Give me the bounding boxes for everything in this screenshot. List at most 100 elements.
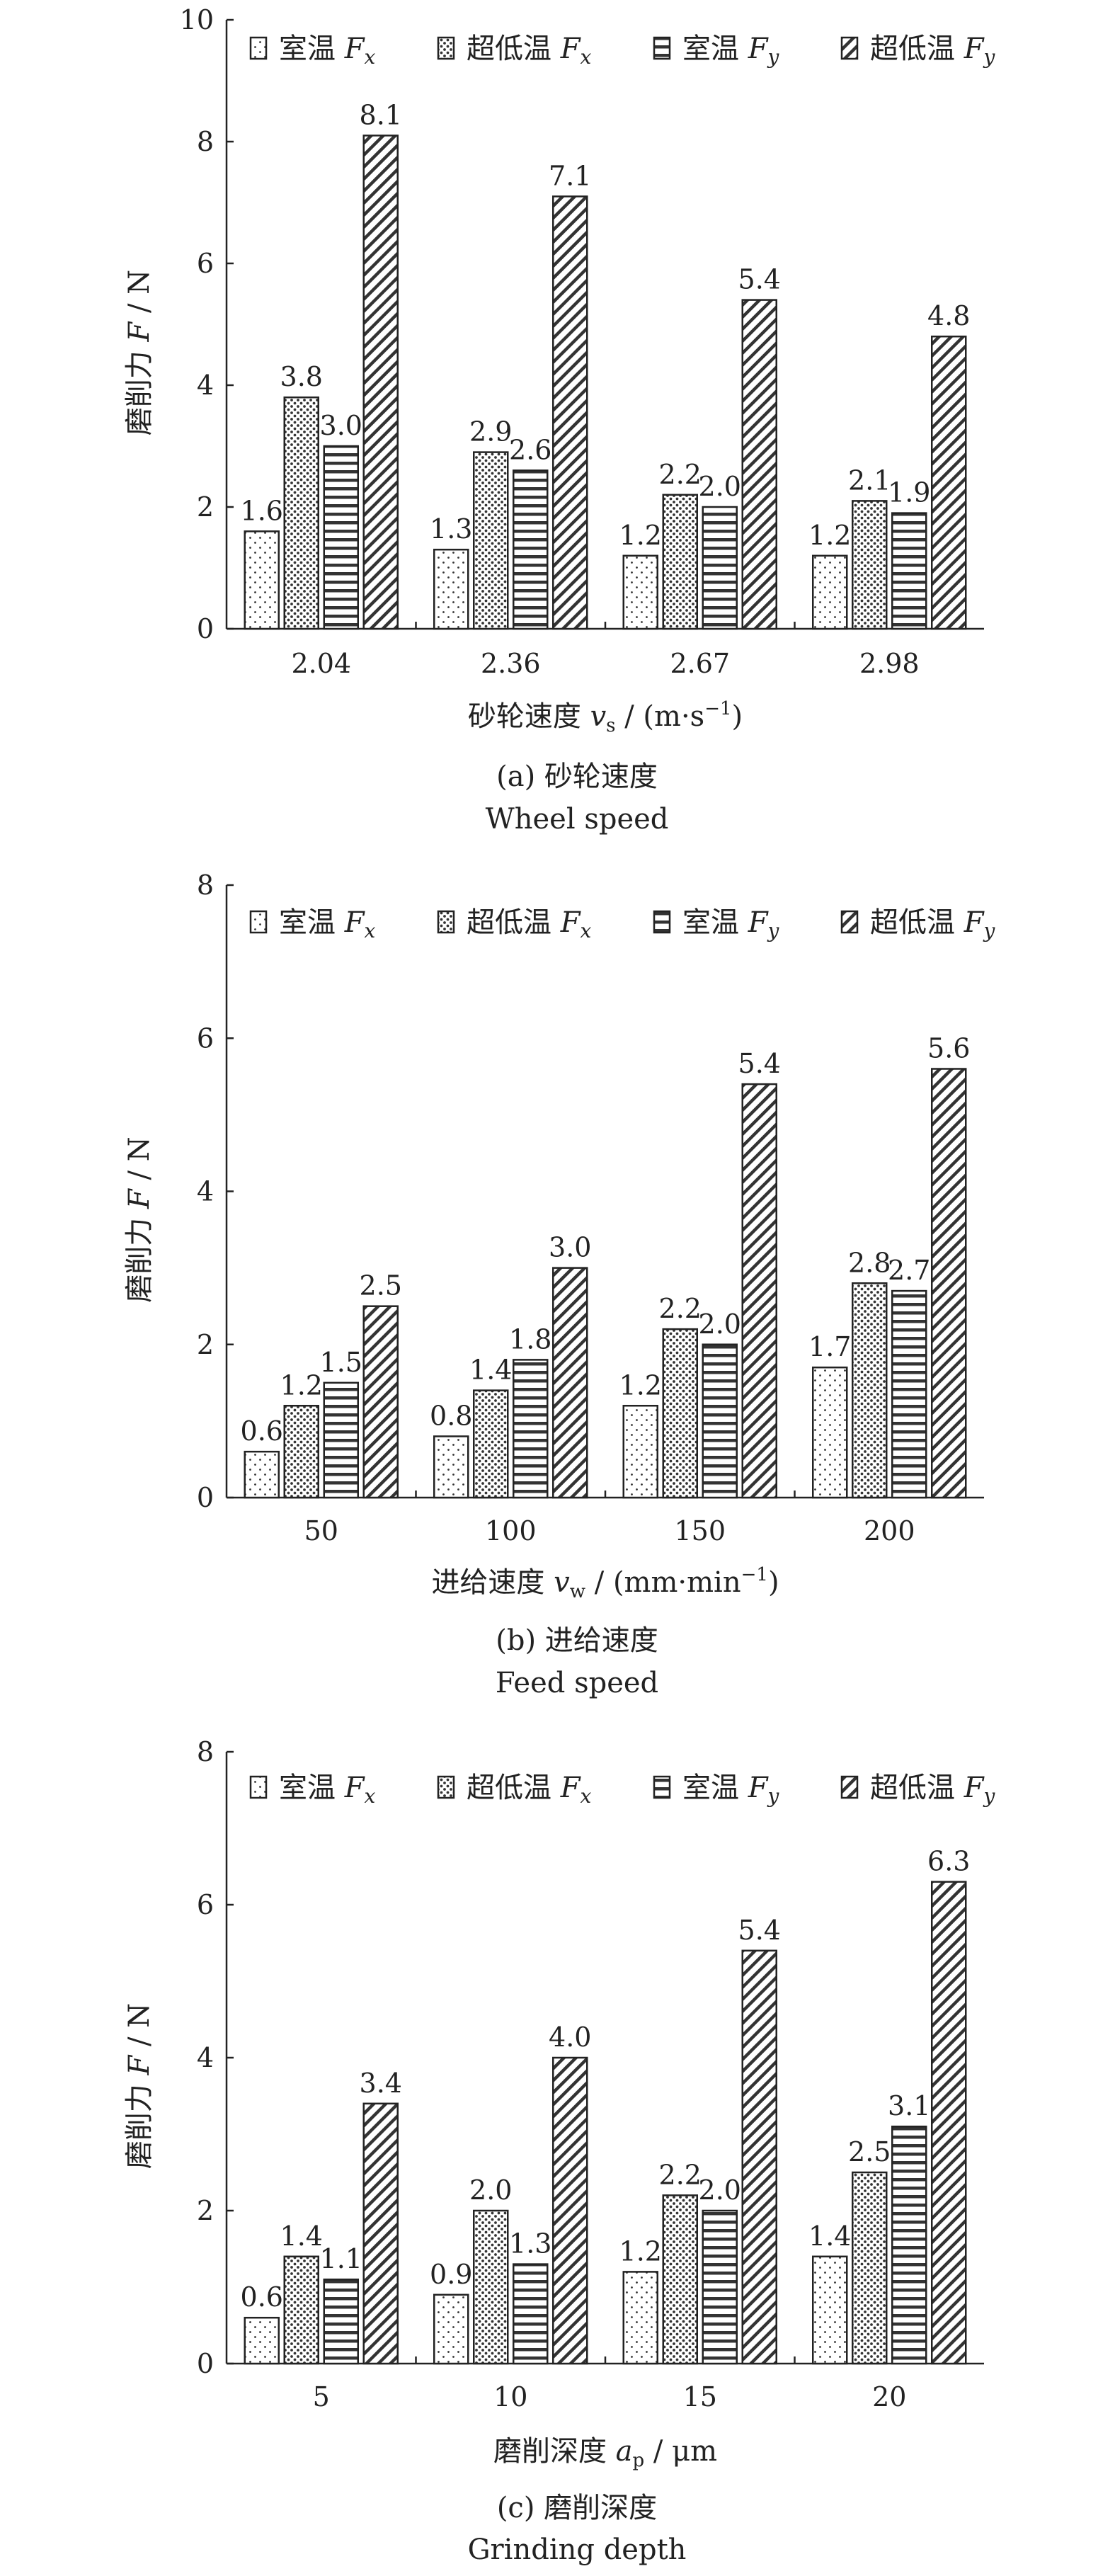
bar: [891, 512, 927, 630]
bar: [662, 1328, 698, 1499]
data-label: 0.6: [241, 1415, 283, 1447]
data-label: 5.4: [738, 1048, 781, 1079]
data-label: 3.8: [280, 361, 323, 392]
bar: [244, 530, 280, 630]
bar: [552, 195, 588, 630]
bar: [812, 2255, 848, 2365]
data-label: 2.0: [699, 471, 741, 502]
bar: [513, 469, 549, 630]
bar: [741, 299, 777, 630]
y-tick-label: 0: [197, 1482, 214, 1513]
bar: [323, 2278, 359, 2365]
bar: [473, 2209, 509, 2365]
legend-swatch: [437, 910, 455, 934]
bar: [362, 135, 399, 630]
legend-swatch: [840, 36, 859, 60]
bar: [662, 2194, 698, 2365]
y-tick-label: 0: [197, 613, 214, 644]
panel-subtitle: Wheel speed: [486, 803, 669, 836]
data-label: 1.4: [808, 2221, 851, 2252]
data-label: 2.0: [699, 2175, 741, 2206]
bar: [931, 335, 967, 630]
x-tick-label: 10: [493, 2381, 527, 2412]
data-label: 1.5: [320, 1347, 362, 1378]
bar: [323, 445, 359, 630]
data-label: 2.5: [848, 2136, 891, 2167]
legend-entry: 室温 Fy: [682, 33, 779, 69]
x-tick-label: 15: [683, 2381, 717, 2412]
bar: [931, 1068, 967, 1499]
panel-caption: (b) 进给速度: [496, 1624, 658, 1657]
bar: [244, 2316, 280, 2365]
bar: [812, 554, 848, 630]
y-tick-label: 8: [197, 870, 214, 901]
y-tick-label: 8: [197, 126, 214, 157]
data-label: 3.0: [320, 410, 362, 441]
bar: [741, 1949, 777, 2365]
x-tick-label: 2.98: [859, 648, 920, 679]
legend-entry: 超低温 Fx: [467, 1772, 591, 1808]
data-label: 5.6: [927, 1033, 970, 1064]
data-label: 1.2: [619, 1369, 662, 1401]
panel-subtitle: Feed speed: [496, 1667, 658, 1699]
data-label: 1.4: [469, 1355, 512, 1386]
y-tick-label: 4: [197, 370, 214, 401]
data-label: 1.4: [280, 2221, 323, 2252]
data-label: 0.9: [430, 2259, 472, 2290]
chart-panel-1: 0 2 4 6 8 10 2.04 1.6 3.8 3.0 8.1 2.36 1.3 2.92.6 7.1 2…: [123, 4, 995, 836]
legend-swatch: [653, 1775, 671, 1799]
data-label: 1.3: [430, 513, 472, 545]
data-label: 2.8: [848, 1247, 891, 1278]
data-label: 1.2: [619, 2235, 662, 2267]
data-label: 1.3: [509, 2228, 551, 2259]
bar: [931, 1881, 967, 2365]
data-label: 1.8: [509, 1323, 551, 1355]
y-axis-label: 磨削力 F / N: [123, 270, 156, 435]
data-label: 3.0: [549, 1232, 591, 1263]
bar: [283, 396, 319, 630]
legend-entry: 超低温 Fx: [467, 906, 591, 942]
y-tick-label: 6: [197, 1889, 214, 1920]
x-axis-label: 磨削深度 ap / μm: [493, 2435, 717, 2471]
x-axis-label: 砂轮速度 vs / (m·s−1): [468, 698, 743, 736]
legend-entry: 超低温 Fy: [870, 1772, 995, 1808]
legend-entry: 超低温 Fx: [467, 33, 591, 69]
panel-caption: (a) 砂轮速度: [496, 760, 658, 793]
data-label: 2.1: [848, 465, 891, 496]
bar: [433, 2293, 469, 2365]
legend-entry: 室温 Fx: [279, 33, 375, 69]
data-label: 8.1: [360, 99, 402, 130]
y-tick-label: 2: [197, 1329, 214, 1360]
legend-entry: 室温 Fy: [682, 906, 779, 942]
x-tick-label: 20: [872, 2381, 906, 2412]
legend-swatch: [437, 1775, 455, 1799]
bar: [433, 548, 469, 630]
bar: [702, 506, 738, 630]
legend-swatch: [249, 36, 268, 60]
y-tick-label: 4: [197, 2042, 214, 2073]
chart-panel-2: 02468500.61.21.52.51000.81.41.83.01501.2…: [123, 870, 995, 1699]
x-tick-label: 150: [674, 1515, 726, 1546]
legend: 室温 Fx 超低温 Fx 室温 Fy 超低温 Fy: [249, 33, 995, 69]
legend-swatch: [653, 36, 671, 60]
x-tick-label: 200: [864, 1515, 915, 1546]
legend-swatch: [840, 910, 859, 934]
data-label: 1.9: [888, 477, 930, 508]
bar: [622, 554, 658, 630]
data-label: 2.6: [509, 434, 551, 465]
x-tick-label: 2.67: [670, 648, 730, 679]
data-label: 2.9: [469, 416, 512, 448]
data-label: 0.8: [430, 1401, 472, 1432]
data-label: 6.3: [927, 1846, 970, 1877]
bar: [852, 1282, 888, 1499]
data-label: 2.7: [888, 1255, 930, 1286]
legend-swatch: [437, 36, 455, 60]
legend-entry: 室温 Fx: [279, 1772, 375, 1808]
data-label: 1.2: [280, 1369, 323, 1401]
bar: [552, 1267, 588, 1499]
panels: 02468102.041.63.83.08.12.361.32.92.67.12…: [123, 4, 995, 2566]
bar: [244, 1450, 280, 1499]
bar: [283, 1405, 319, 1499]
legend-swatch: [840, 1775, 859, 1799]
bar: [622, 2271, 658, 2365]
